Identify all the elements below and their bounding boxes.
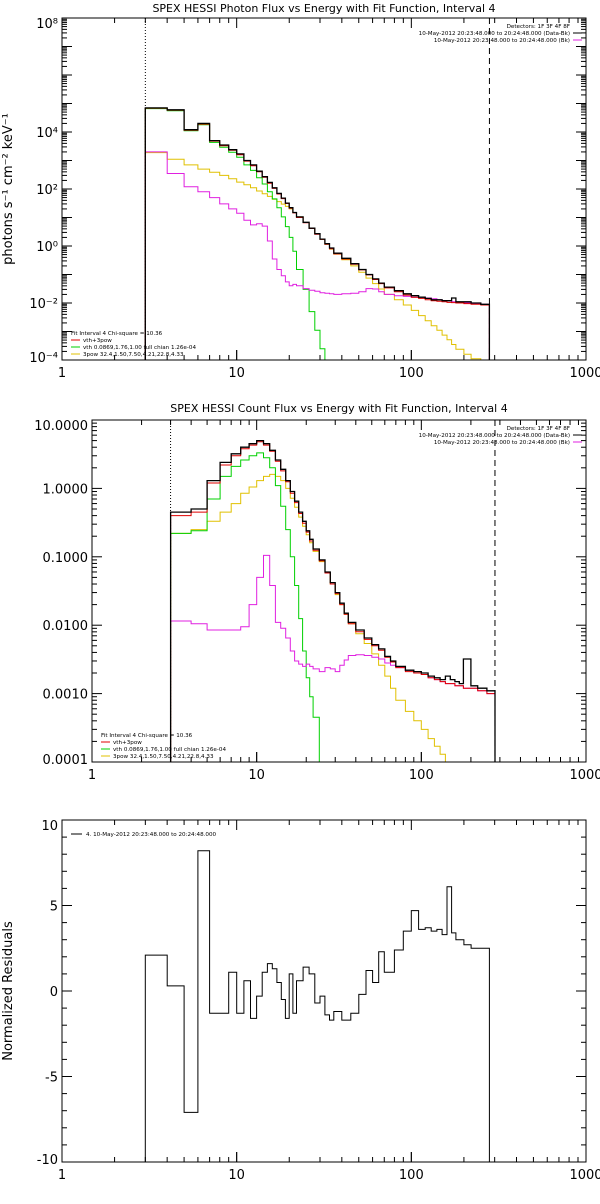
x-tick-label: 10 — [228, 366, 245, 381]
y-tick-label: 10.0000 — [34, 419, 88, 434]
series-0-line — [169, 439, 496, 762]
series-group — [169, 439, 496, 762]
series-vth3pow-line — [170, 441, 496, 762]
y-tick-label: 10² — [36, 183, 58, 198]
y-axis-label: photons s⁻¹ cm⁻² keV⁻¹ — [1, 113, 16, 265]
x-tick-label: 100 — [409, 768, 434, 783]
chart-title: SPEX HESSI Count Flux vs Energy with Fit… — [170, 402, 507, 415]
x-tick-label: 1000 — [569, 1168, 600, 1183]
x-tick-label: 100 — [399, 366, 424, 381]
x-tick-label: 1 — [88, 768, 96, 783]
legend-entry: vth 0.0869,1.76,1.00 full chian 1.26e-04 — [113, 747, 226, 753]
y-tick-label: 5 — [50, 900, 58, 915]
plot-frame — [61, 17, 587, 361]
y-tick-label: -5 — [45, 1071, 58, 1086]
legend-entry: 10-May-2012 20:23:48.000 to 20:24:48.000… — [434, 38, 570, 44]
legend-entry: Detectors: 1F 3F 4F 8F — [507, 426, 570, 432]
series-0-line — [144, 850, 490, 1162]
legend-entry: 10-May-2012 20:23:48.000 to 20:24:48.000… — [419, 433, 570, 439]
series-vth3pow-line — [144, 107, 490, 360]
series-vth-line — [170, 452, 326, 762]
y-tick-label: 10⁸ — [36, 17, 58, 32]
legend-entry: vth+3pow — [113, 740, 142, 746]
y-tick-label: 0.1000 — [43, 551, 89, 566]
y-tick-label: 0.0100 — [43, 619, 89, 634]
series-group — [144, 850, 490, 1162]
x-tick-label: 1000 — [569, 366, 600, 381]
y-tick-label: 10⁴ — [36, 126, 58, 141]
legend-entry: 10-May-2012 20:23:48.000 to 20:24:48.000… — [419, 31, 570, 37]
series-vth-line — [144, 108, 326, 360]
legend-entry: Fit Interval 4 Chi-square = 10.36 — [101, 733, 193, 739]
x-tick-label: 10 — [228, 1168, 245, 1183]
legend-entry: 4. 10-May-2012 20:23:48.000 to 20:24:48.… — [86, 832, 217, 838]
series-0-line — [144, 107, 491, 360]
plot-frame — [61, 819, 587, 1163]
series-3pow-line — [170, 473, 451, 762]
count-flux-panel: SPEX HESSI Count Flux vs Energy with Fit… — [34, 402, 600, 783]
x-tick-label: 1000 — [569, 768, 600, 783]
residuals-panel: Normalized Residuals 1 10 100 1000 -10 -5 0 5 10 4… — [1, 819, 600, 1183]
y-tick-label: 10⁰ — [36, 240, 58, 255]
chart-title: SPEX HESSI Photon Flux vs Energy with Fi… — [152, 2, 495, 15]
y-tick-label: 10⁻² — [29, 297, 58, 312]
y-tick-label: -10 — [37, 1153, 58, 1168]
legend-entry: 3pow 32.4,1.50,7.50,4.21,22.8,4.33 — [113, 754, 214, 760]
series-4-line — [144, 151, 490, 360]
x-tick-label: 1 — [58, 1168, 66, 1183]
x-tick-label: 1 — [58, 366, 66, 381]
legend-entry: vth+3pow — [83, 338, 112, 344]
y-axis-label: Normalized Residuals — [1, 921, 16, 1061]
y-tick-label: 1.0000 — [43, 482, 89, 497]
series-group — [144, 107, 491, 360]
legend-entry: vth 0.0869,1.76,1.00 full chian 1.26e-04 — [83, 345, 196, 351]
y-tick-label: 10⁻⁴ — [29, 351, 58, 366]
legend-entry: 10-May-2012 20:23:48.000 to 20:24:48.000… — [434, 440, 570, 446]
x-tick-label: 10 — [248, 768, 265, 783]
photon-flux-panel: SPEX HESSI Photon Flux vs Energy with Fi… — [1, 2, 600, 381]
legend-entry: Detectors: 1F 3F 4F 8F — [507, 24, 570, 30]
legend-entry: Fit Interval 4 Chi-square = 10.36 — [71, 331, 163, 337]
y-tick-label: 0 — [50, 985, 58, 1000]
y-tick-label: 0.0001 — [43, 753, 89, 768]
y-tick-label: 10 — [41, 819, 58, 834]
y-tick-label: 0.0010 — [43, 688, 89, 703]
plot-frame — [91, 419, 587, 763]
x-tick-label: 100 — [399, 1168, 424, 1183]
legend-entry: 3pow 32.4,1.50,7.50,4.21,22.8,4.33 — [83, 352, 184, 358]
